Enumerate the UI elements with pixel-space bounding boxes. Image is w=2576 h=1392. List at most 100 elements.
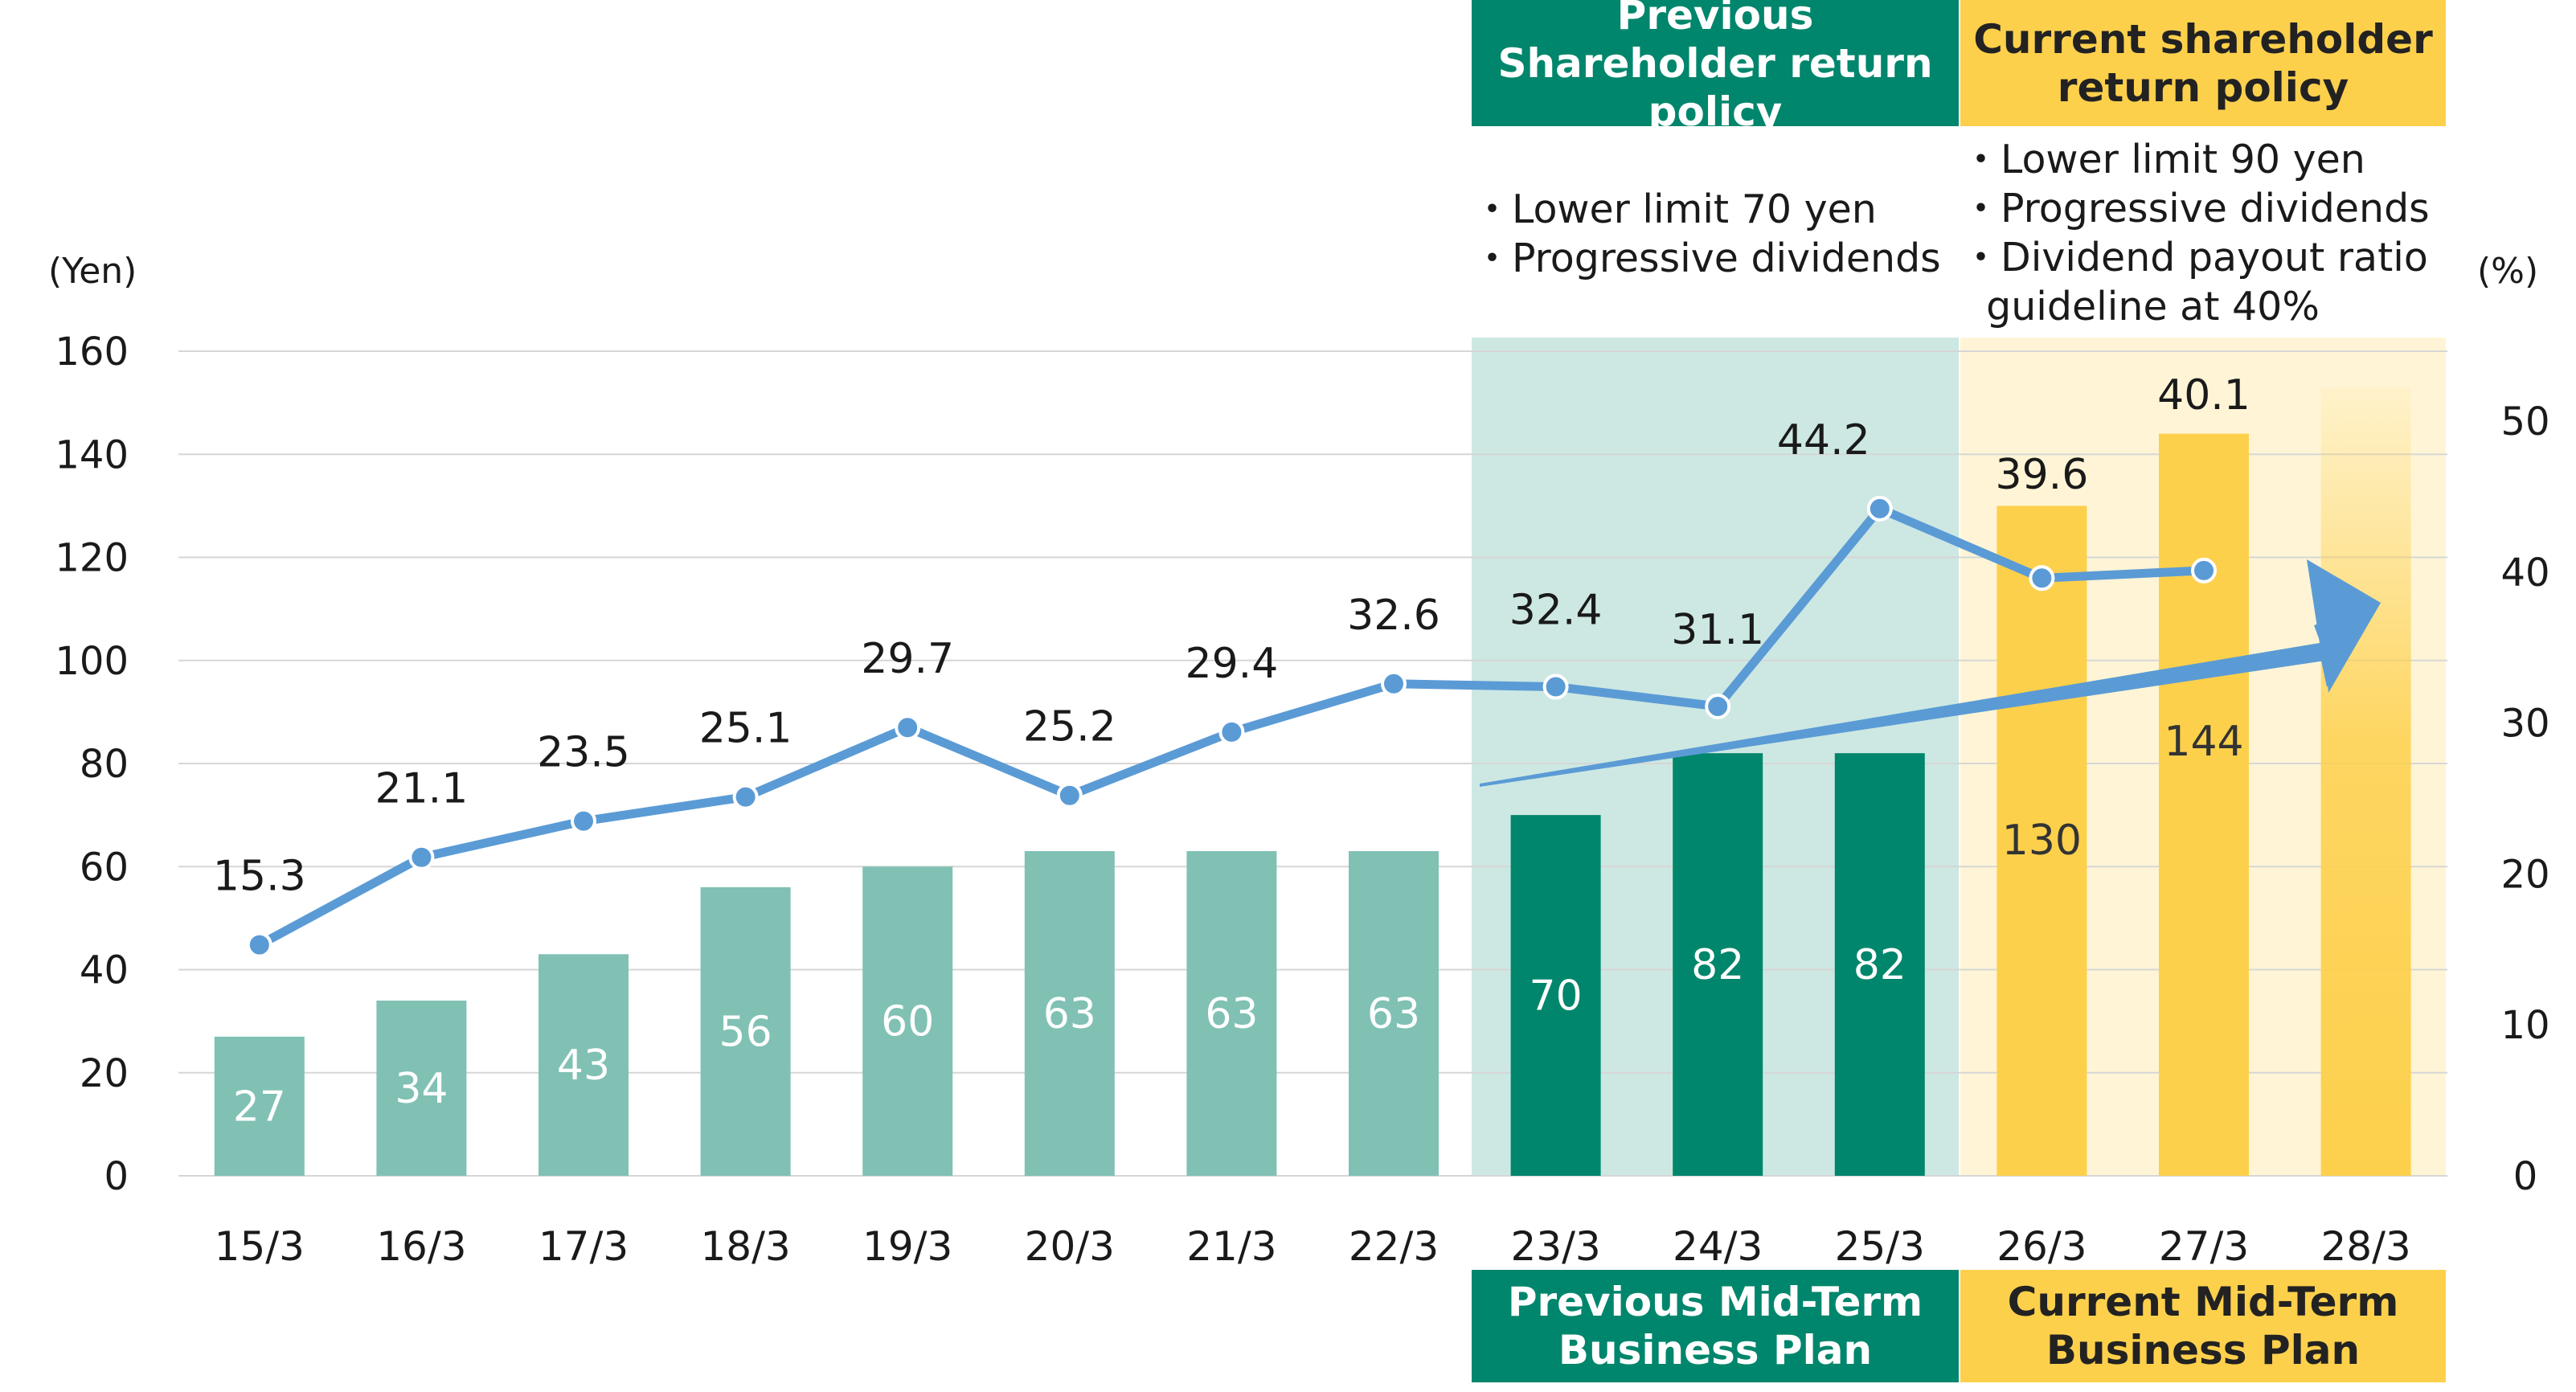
- payout-ratio-point: [1705, 693, 1731, 719]
- payout-ratio-point: [2191, 557, 2217, 583]
- bar: [1510, 815, 1601, 1176]
- line-value-label: 29.7: [861, 635, 954, 683]
- bar: [2159, 433, 2249, 1176]
- x-tick-label: 16/3: [376, 1223, 466, 1270]
- payout-ratio-point: [571, 808, 596, 834]
- current-plan-footer: Current Mid-Term Business Plan: [1960, 1270, 2446, 1382]
- bar: [1673, 753, 1763, 1176]
- left-tick-label: 160: [55, 330, 129, 375]
- line-value-label: 25.1: [699, 705, 792, 753]
- x-tick-label: 15/3: [215, 1223, 305, 1270]
- previous-policy-header: Previous Shareholder return policy: [1472, 0, 1959, 135]
- bar-value-label: 82: [1853, 941, 1906, 989]
- x-tick-label: 21/3: [1186, 1223, 1276, 1270]
- bar-value-label: 130: [2002, 817, 2082, 865]
- payout-ratio-point: [1542, 673, 1569, 700]
- left-tick-label: 140: [55, 432, 129, 477]
- right-tick-label: 40: [2500, 551, 2549, 596]
- trend-arrow-head: [1480, 559, 2381, 784]
- current-policy-bullet: ・Lower limit 90 yen: [1961, 137, 2365, 182]
- current-policy-bullets: ・Lower limit 90 yen ・Progressive dividen…: [1961, 135, 2430, 331]
- right-tick-label: 20: [2500, 852, 2549, 897]
- x-tick-label: 27/3: [2159, 1223, 2249, 1270]
- bar: [1186, 851, 1277, 1176]
- bar: [1024, 851, 1115, 1176]
- left-tick-label: 120: [55, 536, 129, 581]
- payout-ratio-point: [1218, 719, 1245, 745]
- bar-value-label: 70: [1530, 972, 1583, 1021]
- current-plan-footer-text: Current Mid-Term Business Plan: [2007, 1279, 2399, 1374]
- right-axis-unit: (%): [2477, 251, 2539, 292]
- bar-value-label: 56: [719, 1008, 772, 1056]
- bar-value-label: 144: [2164, 718, 2243, 766]
- line-value-label: 32.6: [1347, 592, 1440, 640]
- x-tick-label: 26/3: [1997, 1223, 2087, 1270]
- line-value-label: 44.2: [1777, 416, 1870, 465]
- bar: [214, 1036, 305, 1176]
- bar-value-label: 82: [1691, 941, 1744, 989]
- right-tick-label: 0: [2513, 1154, 2538, 1199]
- current-policy-header: Current shareholder return policy: [1960, 0, 2446, 126]
- payout-ratio-point: [1866, 495, 1893, 522]
- left-axis-unit: (Yen): [48, 251, 137, 292]
- left-tick-label: 80: [80, 742, 129, 787]
- previous-policy-bullet: ・Progressive dividends: [1472, 235, 1941, 281]
- bar-fade: [2320, 387, 2411, 1176]
- previous-policy-bullet: ・Lower limit 70 yen: [1472, 186, 1877, 232]
- bar-value-label: 27: [233, 1083, 286, 1131]
- bar: [862, 866, 953, 1176]
- payout-ratio-point: [408, 844, 435, 870]
- x-tick-label: 20/3: [1025, 1223, 1115, 1270]
- right-tick-label: 30: [2500, 702, 2549, 747]
- bar: [700, 886, 791, 1176]
- payout-ratio-point: [1381, 670, 1407, 697]
- bar: [1997, 506, 2087, 1176]
- left-tick-label: 40: [80, 948, 129, 993]
- left-tick-label: 20: [80, 1051, 129, 1096]
- payout-ratio-point: [732, 784, 759, 810]
- x-tick-label: 25/3: [1835, 1223, 1925, 1270]
- bar: [376, 1000, 467, 1176]
- bar-value-label: 63: [1043, 990, 1096, 1038]
- right-tick-label: 50: [2500, 399, 2549, 444]
- line-value-label: 21.1: [375, 765, 469, 813]
- current-policy-bullet: guideline at 40%: [1961, 284, 2320, 330]
- x-tick-label: 17/3: [539, 1223, 629, 1270]
- payout-ratio-point: [2029, 565, 2055, 592]
- bar: [1834, 753, 1925, 1176]
- x-tick-label: 28/3: [2320, 1223, 2410, 1270]
- x-tick-label: 23/3: [1510, 1223, 1600, 1270]
- line-value-label: 31.1: [1671, 606, 1764, 654]
- bar: [1349, 851, 1439, 1176]
- x-tick-label: 19/3: [862, 1223, 952, 1270]
- previous-policy-bullets: ・Lower limit 70 yen ・Progressive dividen…: [1472, 185, 1941, 283]
- previous-policy-header-text: Previous Shareholder return policy: [1497, 0, 1933, 135]
- line-value-label: 29.4: [1186, 640, 1279, 688]
- x-tick-label: 24/3: [1673, 1223, 1763, 1270]
- line-value-label: 23.5: [537, 729, 630, 777]
- line-value-label: 39.6: [1996, 451, 2089, 499]
- bar: [539, 954, 629, 1176]
- payout-ratio-point: [246, 931, 272, 958]
- bar-value-label: 34: [395, 1065, 448, 1113]
- current-policy-bullet: ・Progressive dividends: [1961, 186, 2430, 231]
- bar-value-label: 63: [1205, 990, 1258, 1038]
- bar-value-label: 43: [557, 1042, 610, 1090]
- x-tick-label: 22/3: [1349, 1223, 1439, 1270]
- bar-value-label: 60: [881, 998, 934, 1046]
- x-tick-label: 18/3: [700, 1223, 790, 1270]
- current-policy-bullet: ・Dividend payout ratio: [1961, 235, 2428, 280]
- line-value-label: 15.3: [213, 853, 306, 901]
- line-value-label: 40.1: [2157, 371, 2250, 420]
- payout-ratio-point: [1056, 782, 1083, 809]
- left-tick-label: 0: [104, 1154, 129, 1199]
- bar-value-label: 63: [1367, 990, 1420, 1038]
- previous-plan-footer-text: Previous Mid-Term Business Plan: [1507, 1279, 1923, 1374]
- current-policy-header-text: Current shareholder return policy: [1973, 15, 2433, 111]
- line-value-label: 25.2: [1023, 703, 1116, 751]
- line-value-label: 32.4: [1509, 587, 1603, 635]
- payout-ratio-point: [895, 714, 921, 741]
- right-tick-label: 10: [2500, 1003, 2549, 1048]
